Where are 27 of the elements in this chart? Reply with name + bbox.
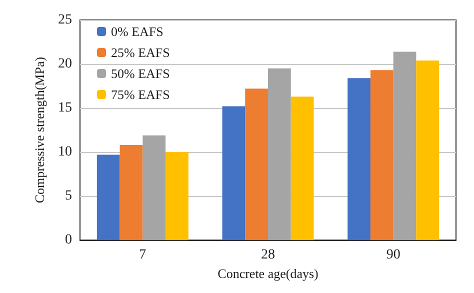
bar <box>166 152 188 240</box>
y-axis-title: Compressive strength(MPa) <box>32 56 47 204</box>
bar <box>268 68 291 240</box>
x-tick-label: 7 <box>139 248 146 263</box>
y-tick-label: 5 <box>65 188 72 204</box>
bar <box>290 96 314 240</box>
bar <box>348 78 370 240</box>
y-tick-label: 15 <box>58 100 72 116</box>
bar <box>245 88 268 240</box>
bar <box>370 70 394 240</box>
bar <box>142 135 166 240</box>
bar <box>393 52 416 240</box>
y-tick-label: 0 <box>65 232 72 248</box>
x-axis-title: Concrete age(days) <box>218 266 318 281</box>
legend-label: 75% EAFS <box>111 87 170 102</box>
bar <box>120 145 143 240</box>
bar <box>416 60 440 240</box>
y-tick-label: 20 <box>58 56 72 72</box>
legend-label: 0% EAFS <box>111 24 164 39</box>
legend-label: 50% EAFS <box>111 66 170 81</box>
bar <box>96 154 120 240</box>
x-tick-label: 90 <box>386 248 400 263</box>
bar <box>222 106 246 240</box>
y-tick-label: 10 <box>58 144 72 160</box>
y-tick-label: 25 <box>58 12 72 28</box>
x-tick-label: 28 <box>261 248 275 263</box>
legend-label: 25% EAFS <box>111 45 170 60</box>
